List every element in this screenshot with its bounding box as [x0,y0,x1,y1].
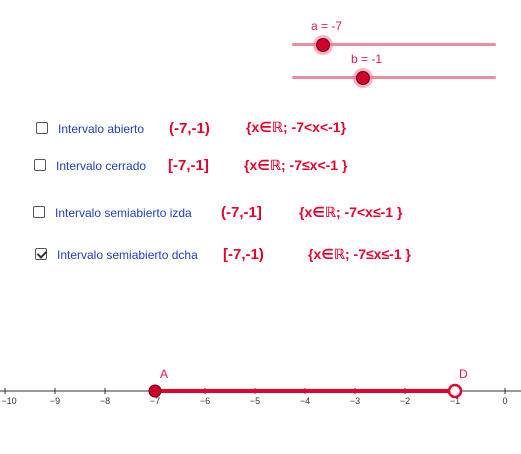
checkbox-label-semiabierto-izda[interactable]: Intervalo semiabierto izda [55,206,192,220]
slider-a-handle[interactable] [316,38,330,52]
slider-a-track[interactable] [292,43,496,46]
checkbox-label-semiabierto-dcha[interactable]: Intervalo semiabierto dcha [57,248,198,262]
checkbox-intervalo-semiabierto-izda[interactable] [33,206,45,218]
interval-notation-cerrado: [-7,-1] [168,157,209,174]
set-expression-abierto: {x∈ℝ; -7<x<-1} [246,119,347,135]
axis-tick-label: −2 [399,396,411,406]
checkbox-label-cerrado[interactable]: Intervalo cerrado [56,159,147,173]
axis-tick-label: −10 [1,396,17,406]
checkbox-intervalo-semiabierto-dcha[interactable] [35,248,47,260]
interval-notation-semiabierto-dcha: [-7,-1) [223,246,264,263]
slider-b-track[interactable] [292,76,496,79]
checkbox-label-abierto[interactable]: Intervalo abierto [58,122,145,136]
axis-tick-label: −1 [449,396,461,406]
set-expression-semiabierto-izda: {x∈ℝ; -7<x≤-1 } [299,204,403,220]
number-line [0,383,521,399]
interval-notation-semiabierto-izda: (-7,-1] [221,204,262,221]
axis-tick-label: −6 [199,396,211,406]
point-a[interactable] [148,384,162,398]
axis-tick-label: −3 [349,396,361,406]
axis-tick-label: −9 [49,396,61,406]
slider-b-handle[interactable] [356,71,370,85]
axis-tick-label: −8 [99,396,111,406]
point-a-label: A [160,367,169,381]
axis-tick-label: −7 [149,396,161,406]
axis-tick-label: −4 [299,396,311,406]
point-d-label: D [459,367,468,381]
axis-tick-label: 0 [502,396,508,406]
set-expression-cerrado: {x∈ℝ; -7≤x<-1 } [244,157,348,173]
slider-b-label: b = -1 [351,52,383,66]
slider-a-label: a = -7 [311,19,343,33]
interval-notation-abierto: (-7,-1) [169,120,210,137]
checkbox-intervalo-abierto[interactable] [36,122,48,134]
checkbox-intervalo-cerrado[interactable] [34,159,46,171]
point-d[interactable] [447,383,463,399]
axis-tick-label: −5 [249,396,261,406]
set-expression-semiabierto-dcha: {x∈ℝ; -7≤x≤-1 } [308,246,411,262]
